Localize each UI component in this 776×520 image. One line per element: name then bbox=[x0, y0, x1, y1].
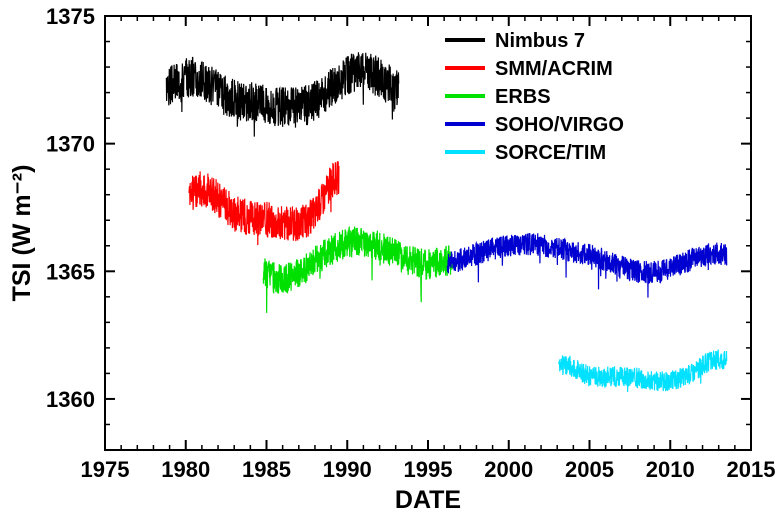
y-tick-label: 1370 bbox=[46, 132, 95, 157]
y-tick-label: 1365 bbox=[46, 259, 95, 284]
x-tick-label: 2015 bbox=[727, 457, 776, 482]
x-axis-title: DATE bbox=[395, 486, 461, 514]
legend-label: SMM/ACRIM bbox=[495, 58, 613, 80]
x-tick-label: 1995 bbox=[404, 457, 453, 482]
x-tick-label: 1985 bbox=[242, 457, 291, 482]
chart-svg: 1975 1980 1985 1990 1995 2000 2005 2010 2015 1360… bbox=[0, 0, 776, 520]
x-tick-label: 2010 bbox=[646, 457, 695, 482]
x-tick-label: 2000 bbox=[484, 457, 533, 482]
x-tick-label: 2005 bbox=[565, 457, 614, 482]
legend-label: SOHO/VIRGO bbox=[495, 114, 624, 136]
y-tick-label: 1360 bbox=[46, 387, 95, 412]
legend-label: Nimbus 7 bbox=[495, 30, 585, 52]
legend-label: ERBS bbox=[495, 86, 551, 108]
y-axis-title: TSI (W m⁻²) bbox=[8, 165, 36, 302]
y-tick-label: 1375 bbox=[46, 4, 95, 29]
x-tick-label: 1975 bbox=[81, 457, 130, 482]
x-tick-label: 1980 bbox=[161, 457, 210, 482]
tsi-chart: 1975 1980 1985 1990 1995 2000 2005 2010 2015 1360… bbox=[0, 0, 776, 520]
legend-label: SORCE/TIM bbox=[495, 142, 606, 164]
x-tick-label: 1990 bbox=[323, 457, 372, 482]
